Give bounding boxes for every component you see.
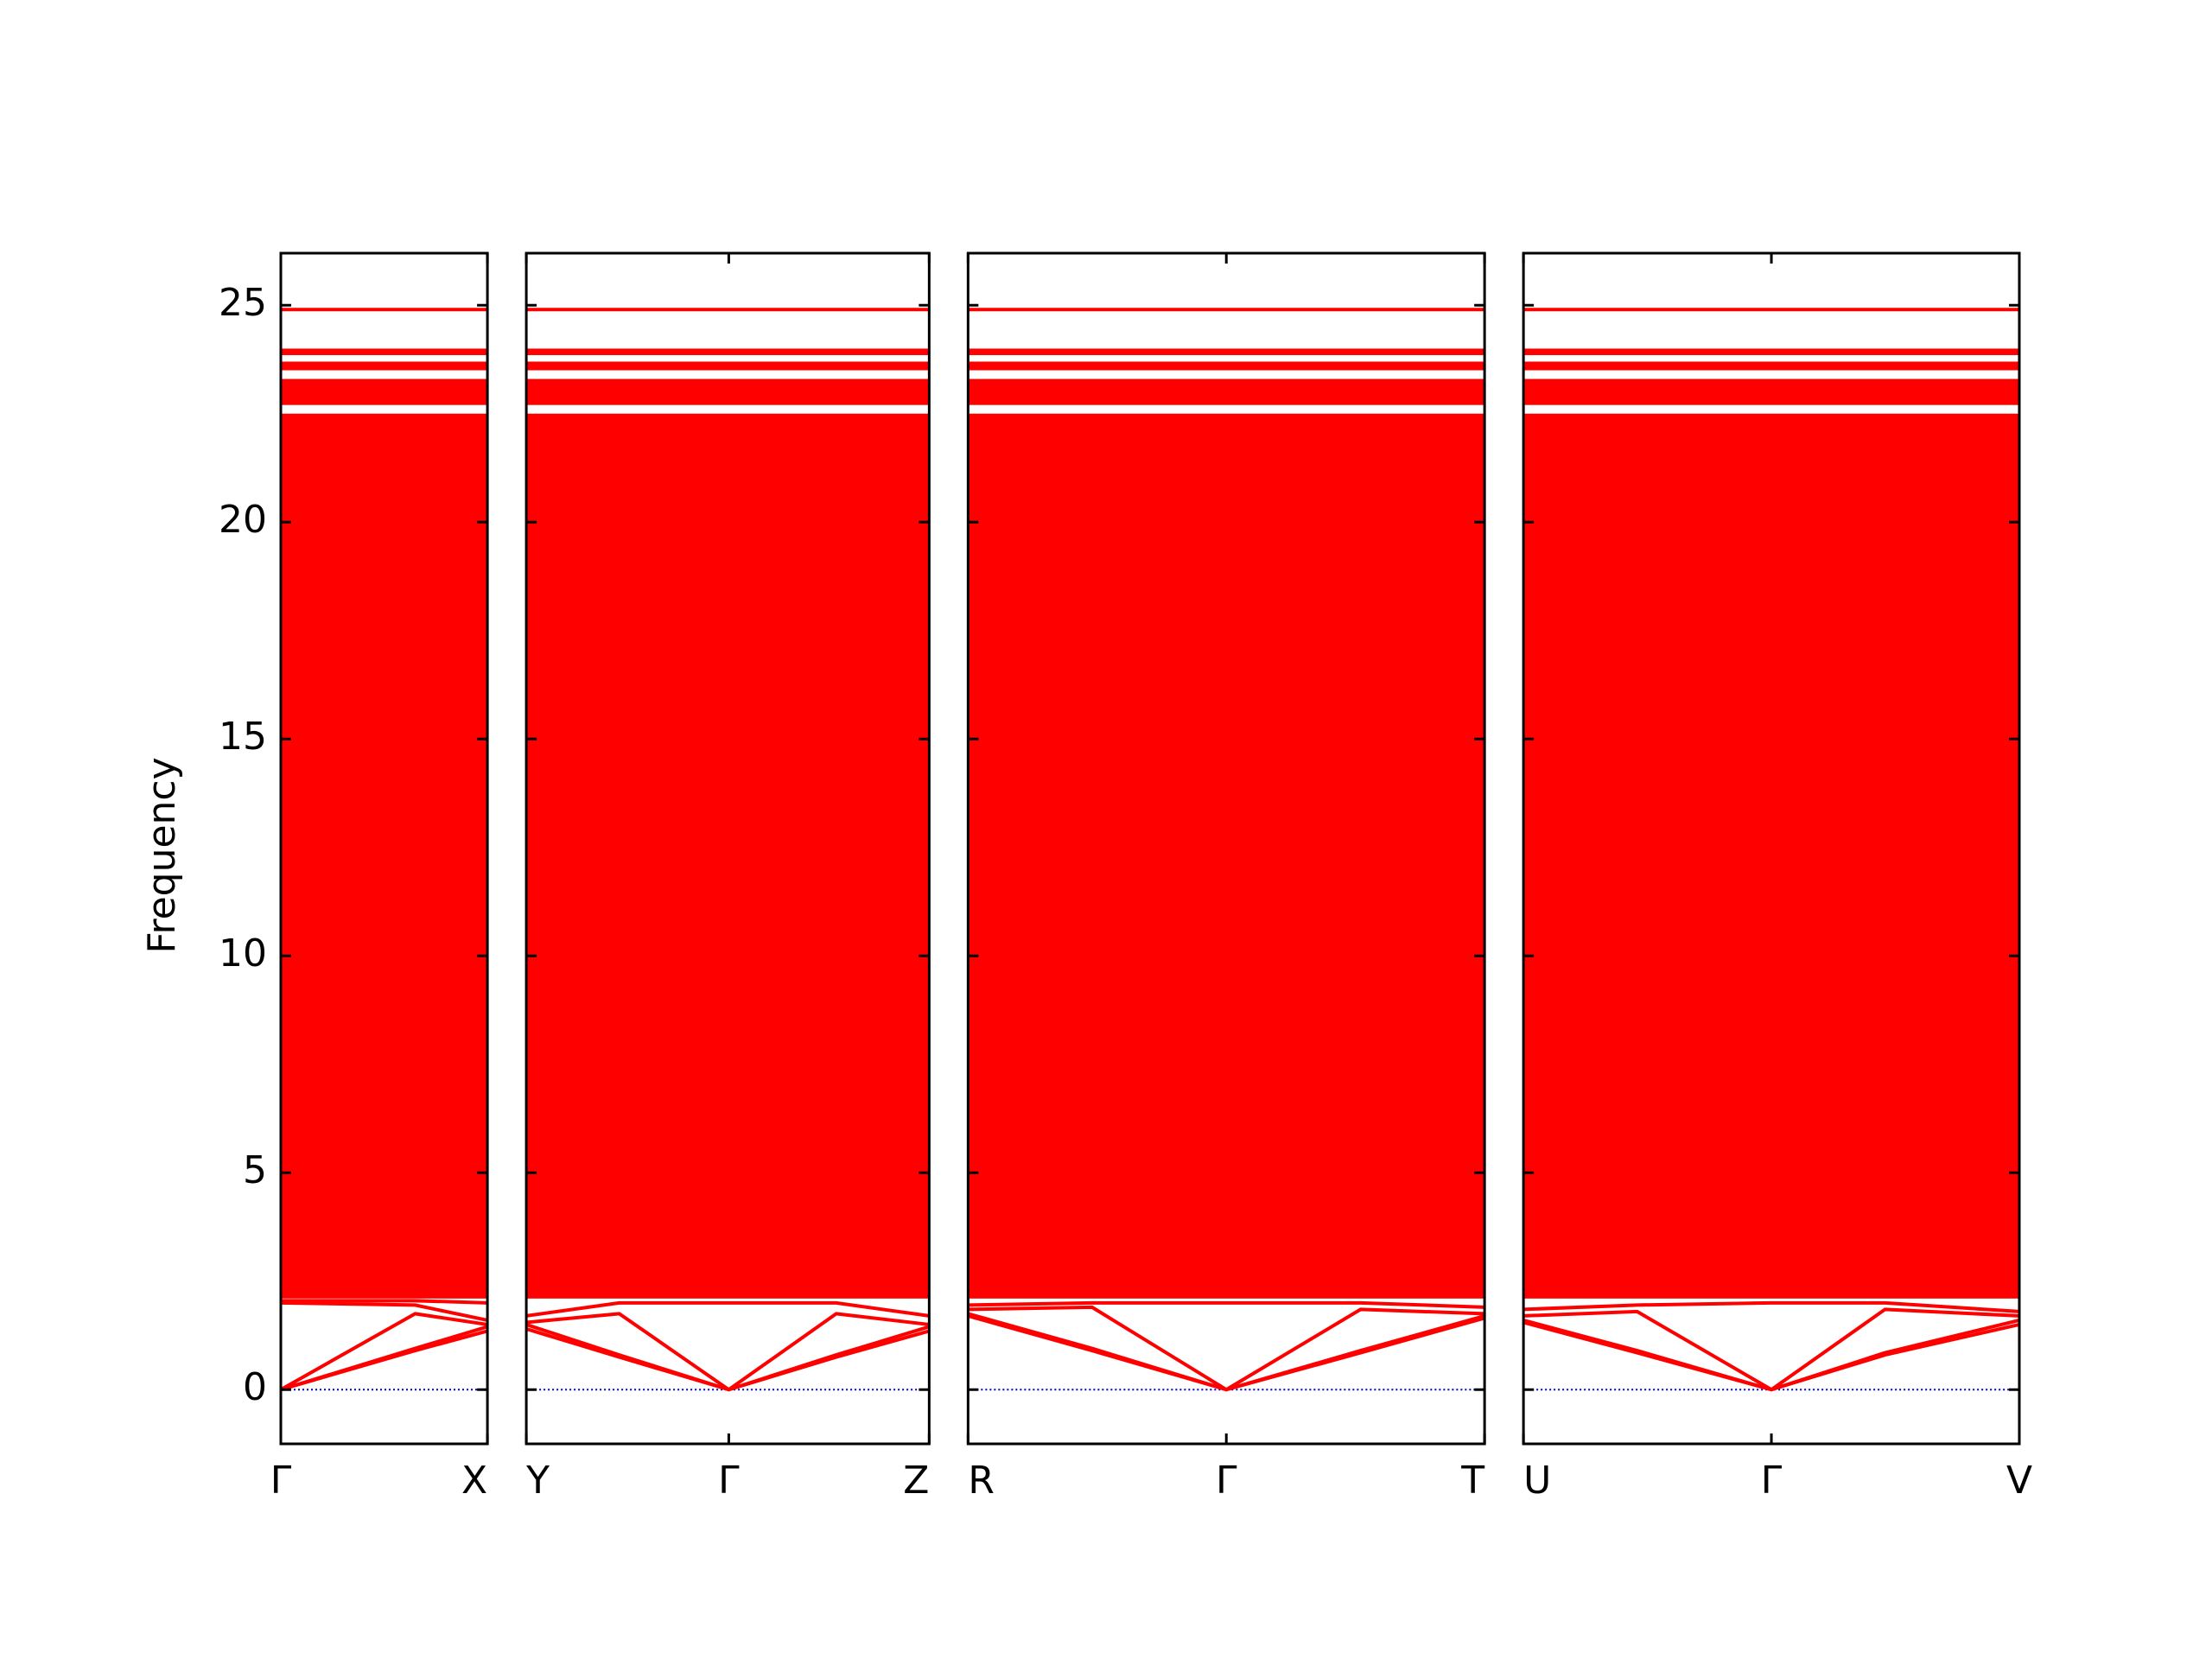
band-line <box>1522 1318 2020 1392</box>
band-range <box>526 378 930 405</box>
band-range <box>281 361 488 371</box>
band-line <box>967 1312 1485 1392</box>
band-range <box>526 361 930 371</box>
band-line <box>280 1325 488 1392</box>
band-line <box>1522 1320 2020 1392</box>
band-range <box>1523 348 2019 355</box>
x-tick-label: Γ <box>270 1459 292 1503</box>
band-range <box>526 413 930 1299</box>
y-axis-label: Frequency <box>140 757 184 953</box>
x-tick-label: T <box>1460 1459 1484 1503</box>
band-range <box>281 348 488 355</box>
x-tick-label: Γ <box>718 1459 740 1503</box>
band-range <box>968 348 1485 355</box>
band-line <box>968 1300 1485 1309</box>
y-tick-label: 5 <box>243 1148 267 1192</box>
band-range <box>281 378 488 405</box>
x-tick-label: Γ <box>1761 1459 1783 1503</box>
y-tick-label: 0 <box>243 1365 267 1409</box>
band-line <box>1523 1300 2020 1313</box>
band-line <box>525 1323 930 1392</box>
band-line <box>525 1312 930 1392</box>
y-tick-label: 20 <box>219 498 267 542</box>
x-tick-label: Γ <box>1216 1459 1237 1503</box>
band-line <box>280 1300 488 1322</box>
band-range <box>281 413 488 1299</box>
panel-frame <box>279 251 489 1446</box>
x-tick-label: Z <box>903 1459 929 1503</box>
y-tick-label: 10 <box>219 931 267 976</box>
band-line <box>525 1300 930 1318</box>
band-range <box>526 348 930 355</box>
band-range <box>968 361 1485 371</box>
x-tick-label: Y <box>525 1459 550 1503</box>
x-tick-label: U <box>1523 1459 1551 1503</box>
band-range <box>968 378 1485 405</box>
x-tick-label: R <box>968 1459 995 1503</box>
band-range <box>968 413 1485 1299</box>
band-line <box>280 1312 488 1391</box>
band-line <box>1523 1307 2020 1392</box>
band-range <box>1523 378 2019 405</box>
x-tick-label: X <box>461 1459 487 1503</box>
band-range <box>1523 413 2019 1299</box>
x-tick-label: V <box>2006 1459 2032 1503</box>
y-tick-label: 15 <box>219 715 267 759</box>
band-range <box>1523 361 2019 371</box>
band-line <box>968 1305 1485 1392</box>
y-tick-label: 25 <box>219 281 267 325</box>
band-line <box>281 1299 488 1305</box>
band-line <box>525 1327 930 1392</box>
band-line <box>967 1313 1485 1392</box>
